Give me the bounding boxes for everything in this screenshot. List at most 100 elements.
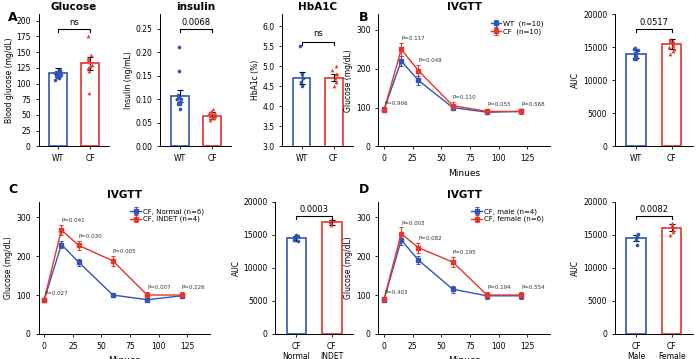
Point: [326, 220, 337, 226]
Text: P=0.554: P=0.554: [522, 285, 545, 290]
Text: P=0.003: P=0.003: [401, 220, 425, 225]
Point: [633, 230, 644, 236]
Bar: [293, 78, 311, 266]
Point: [206, 115, 218, 121]
Point: [174, 106, 186, 112]
Point: [172, 96, 183, 102]
Point: [292, 239, 303, 244]
Title: Glucose: Glucose: [51, 2, 97, 12]
Point: [664, 37, 676, 42]
Text: D: D: [358, 183, 369, 196]
Point: [290, 232, 301, 238]
Bar: [171, 96, 188, 146]
Point: [667, 48, 678, 53]
Point: [668, 43, 679, 49]
Point: [630, 56, 641, 61]
Point: [204, 113, 216, 118]
Y-axis label: Glucose (mg/dL): Glucose (mg/dL): [4, 237, 13, 299]
Bar: [81, 64, 99, 146]
Legend: CF, male (n=4), CF, female (n=6): CF, male (n=4), CF, female (n=6): [468, 205, 547, 225]
Text: P=0.195: P=0.195: [453, 250, 477, 255]
Point: [55, 67, 66, 73]
Point: [55, 69, 66, 75]
Title: insulin: insulin: [176, 2, 216, 12]
Point: [175, 99, 186, 104]
Legend: WT  (n=10), CF  (n=10): WT (n=10), CF (n=10): [488, 18, 547, 38]
Point: [631, 237, 642, 243]
Legend: CF, Normal (n=6), CF, INDET (n=4): CF, Normal (n=6), CF, INDET (n=4): [127, 205, 206, 225]
Point: [631, 53, 642, 59]
Point: [83, 57, 94, 62]
Bar: [626, 54, 646, 146]
Text: P=0.007: P=0.007: [147, 285, 171, 290]
Text: P=0.403: P=0.403: [384, 290, 407, 295]
Point: [667, 38, 678, 44]
Point: [174, 68, 185, 74]
Point: [629, 50, 641, 56]
Point: [331, 79, 342, 85]
Point: [632, 47, 643, 53]
Point: [52, 71, 64, 77]
Point: [207, 106, 218, 112]
Point: [331, 71, 342, 77]
Point: [205, 108, 216, 114]
Text: 0.0068: 0.0068: [181, 18, 211, 27]
Point: [55, 72, 66, 78]
Text: A: A: [8, 11, 18, 24]
Point: [668, 46, 680, 52]
X-axis label: Minues: Minues: [448, 356, 480, 359]
Text: 0.0082: 0.0082: [640, 205, 668, 214]
Title: IVGTT: IVGTT: [447, 190, 482, 200]
Point: [664, 45, 675, 50]
Point: [296, 71, 307, 77]
Point: [297, 75, 308, 81]
Text: P=0.110: P=0.110: [453, 95, 477, 100]
Bar: [325, 78, 343, 266]
Point: [293, 233, 304, 239]
Y-axis label: AUC: AUC: [571, 73, 580, 88]
Point: [50, 78, 61, 83]
Point: [288, 235, 300, 241]
Point: [84, 63, 95, 69]
Point: [52, 73, 64, 78]
Y-axis label: Insulin (ng/mL): Insulin (ng/mL): [124, 51, 133, 109]
Point: [83, 68, 94, 74]
Y-axis label: HbA1c (%): HbA1c (%): [251, 60, 260, 101]
Y-axis label: AUC: AUC: [232, 260, 241, 276]
Y-axis label: Glucose (mg/dL): Glucose (mg/dL): [344, 49, 354, 112]
Point: [83, 90, 94, 96]
Text: P=0.030: P=0.030: [78, 234, 102, 239]
Y-axis label: Blood glucose (mg/dL): Blood glucose (mg/dL): [5, 38, 13, 123]
Point: [50, 73, 62, 79]
Point: [330, 71, 342, 77]
Text: 0.0517: 0.0517: [640, 18, 668, 27]
Text: P=0.041: P=0.041: [62, 218, 85, 223]
Text: P=0.055: P=0.055: [487, 102, 511, 107]
Point: [664, 51, 676, 57]
Text: P=0.568: P=0.568: [522, 102, 545, 107]
Point: [209, 113, 220, 118]
Point: [172, 101, 183, 107]
Point: [208, 115, 219, 121]
Point: [330, 64, 342, 69]
Point: [666, 222, 678, 228]
Y-axis label: Glucose (mg/dL): Glucose (mg/dL): [344, 237, 354, 299]
Point: [324, 219, 335, 224]
Point: [629, 52, 641, 58]
Point: [289, 237, 300, 243]
Point: [326, 222, 337, 228]
Text: B: B: [358, 11, 368, 24]
Text: P=0.194: P=0.194: [487, 285, 511, 290]
Point: [85, 59, 96, 64]
Text: 0.0003: 0.0003: [300, 205, 328, 214]
Point: [172, 92, 183, 97]
Point: [83, 56, 94, 61]
Point: [629, 45, 641, 51]
Y-axis label: AUC: AUC: [571, 260, 580, 276]
Point: [174, 45, 185, 50]
Point: [52, 74, 63, 80]
Bar: [662, 44, 682, 146]
Point: [50, 69, 62, 75]
Point: [330, 75, 341, 81]
Text: P=0.049: P=0.049: [419, 58, 442, 63]
